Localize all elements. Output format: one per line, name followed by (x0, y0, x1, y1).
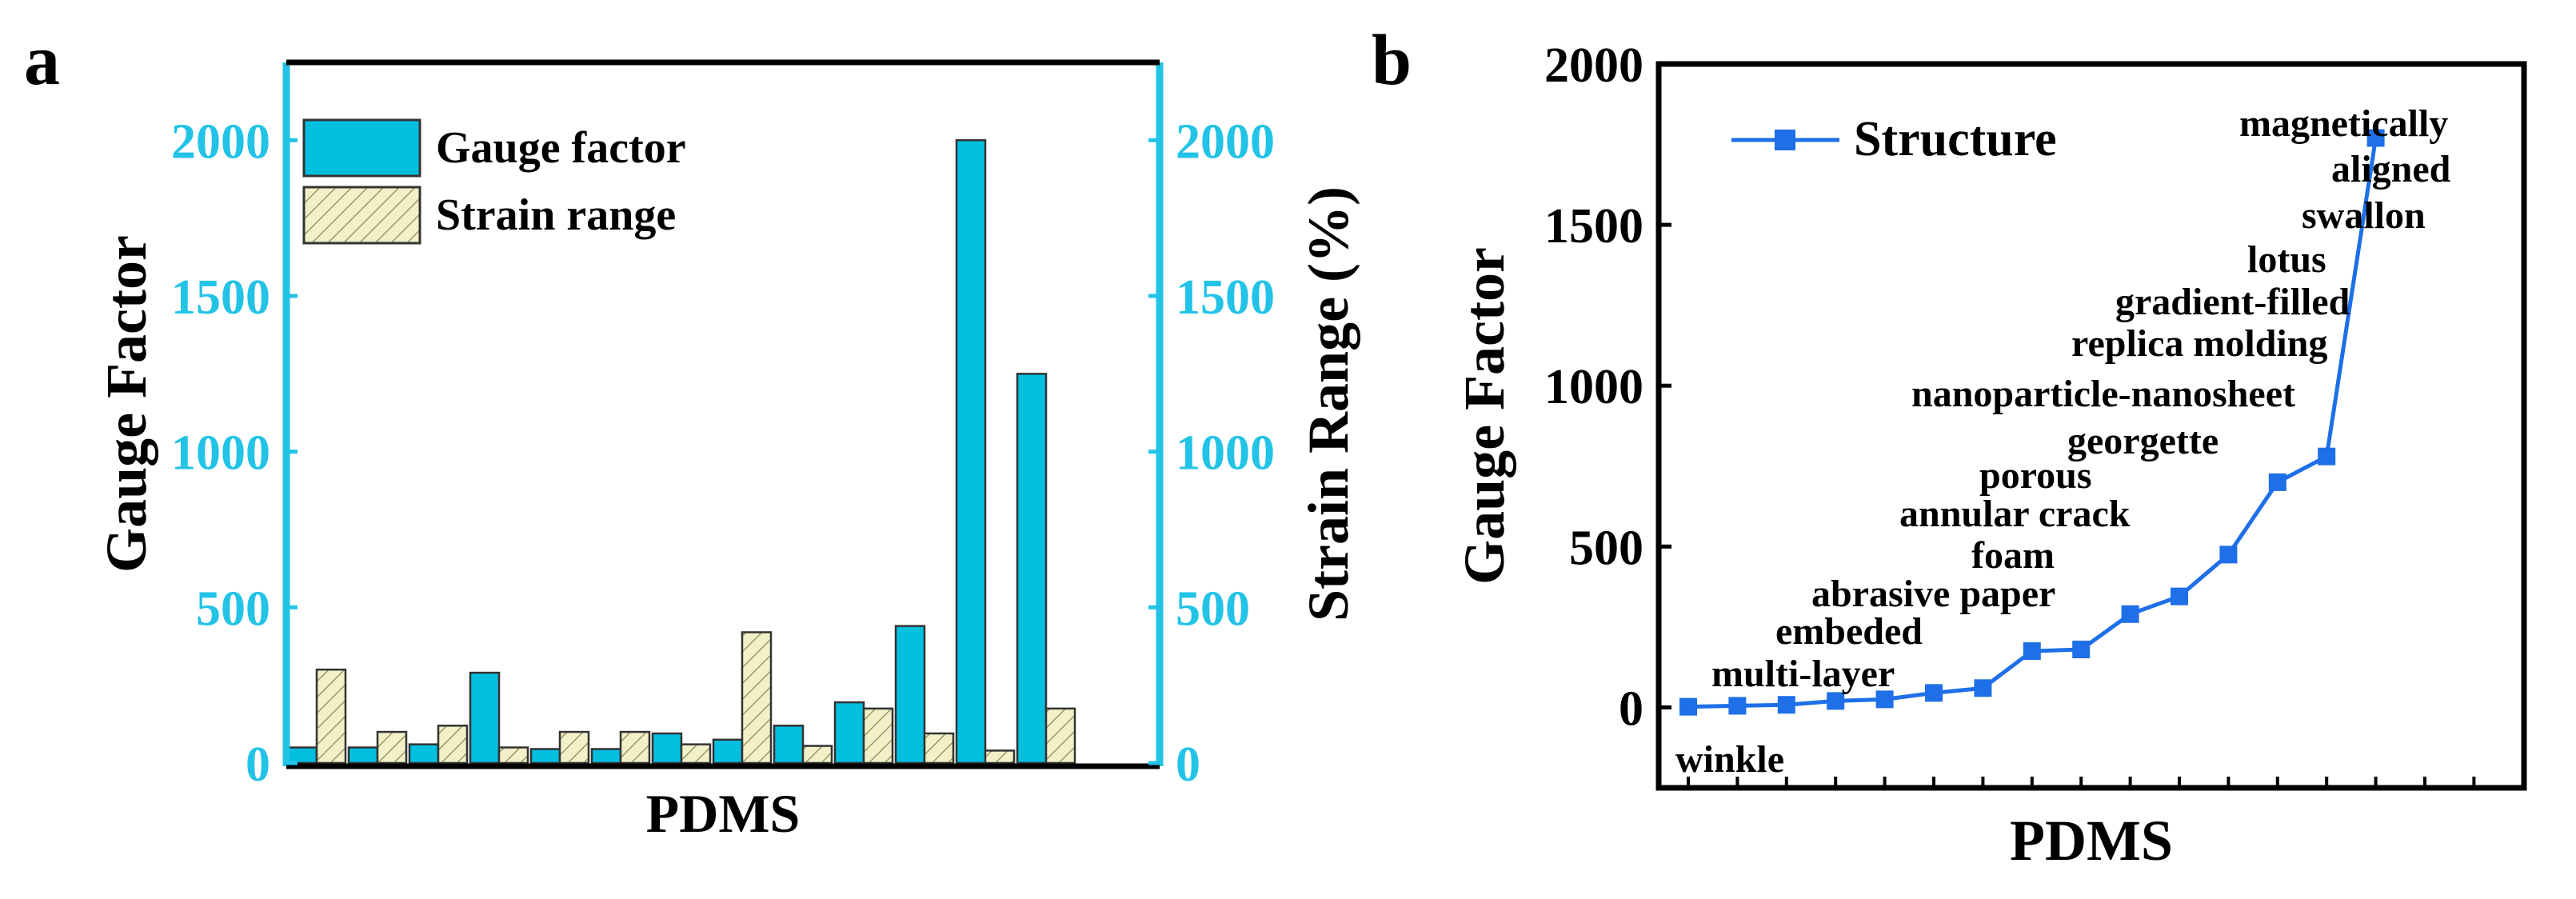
b-tick-label-1500: 1500 (1544, 199, 1643, 254)
structure-point-13 (2268, 473, 2286, 491)
structure-point-8 (2023, 642, 2041, 661)
a-left-tick-label-0: 0 (246, 737, 270, 792)
panel-b-series (1679, 129, 2385, 716)
bar-gauge-factor-1 (286, 746, 318, 765)
bar-gauge-factor-8 (712, 738, 744, 765)
annotation-14: aligned (2331, 148, 2451, 190)
annotation-3: embeded (1775, 610, 1923, 653)
annotation-15: magnetically (2239, 102, 2448, 145)
a-right-tick-label-0: 0 (1176, 737, 1200, 792)
bar-strain-range-3 (437, 725, 469, 765)
structure-point-1 (1679, 697, 1697, 716)
legend-structure-label: Structure (1854, 112, 2057, 166)
panel-b-ylabel: Gauge Factor (1452, 247, 1516, 585)
panel-a-legend: Gauge factor Strain range (302, 118, 686, 245)
bar-strain-range-12 (984, 749, 1016, 765)
annotation-7: porous (1979, 454, 2092, 497)
panel-b-ticks: 0 500 1000 1500 2000 (1544, 38, 2476, 788)
panel-a-axes (282, 59, 1164, 769)
bar-gauge-factor-12 (955, 139, 987, 765)
bar-strain-range-4 (497, 746, 529, 765)
panel-b-xlabel: PDMS (2010, 809, 2173, 873)
bar-strain-range-8 (741, 631, 773, 765)
structure-point-10 (2121, 605, 2139, 623)
bar-gauge-factor-3 (408, 743, 440, 765)
bar-strain-range-10 (862, 707, 894, 765)
annotation-4: abrasive paper (1811, 573, 2055, 615)
annotation-13: swallon (2302, 194, 2426, 237)
bar-strain-range-7 (680, 743, 712, 765)
a-left-tick-label-2000: 2000 (171, 114, 270, 169)
structure-point-15 (2366, 129, 2385, 147)
panel-a-label: a (24, 21, 60, 100)
annotation-2: multi-layer (1711, 653, 1895, 695)
bar-gauge-factor-11 (894, 625, 926, 765)
annotation-5: foam (1971, 534, 2055, 577)
bar-strain-range-11 (923, 732, 955, 765)
legend-strain-range-swatch (302, 186, 421, 245)
panel-b: b 0 500 1000 1500 2000 Structure winkle multi… (1372, 21, 2527, 873)
panel-a: a 0 0 500 500 1000 1000 1500 1500 2000 2000 Gauge… (24, 21, 1360, 844)
a-right-tick-label-500: 500 (1176, 581, 1250, 636)
legend-structure-marker (1775, 130, 1795, 150)
b-tick-label-0: 0 (1619, 681, 1643, 736)
a-left-tick-label-1500: 1500 (171, 270, 270, 325)
bar-gauge-factor-10 (833, 701, 865, 765)
b-tick-label-1000: 1000 (1544, 360, 1643, 414)
bar-strain-range-6 (619, 730, 651, 765)
panel-a-bars (286, 139, 1076, 765)
a-left-tick-label-500: 500 (196, 581, 270, 636)
structure-point-9 (2072, 641, 2091, 659)
structure-point-7 (1974, 679, 1992, 697)
b-tick-label-500: 500 (1569, 521, 1643, 575)
annotation-9: nanoparticle-nanosheet (1911, 373, 2295, 415)
structure-point-5 (1875, 690, 1894, 709)
a-right-tick-label-2000: 2000 (1176, 114, 1275, 169)
panel-a-xlabel: PDMS (646, 783, 801, 844)
structure-point-4 (1827, 692, 1845, 710)
annotation-8: georgette (2067, 420, 2219, 462)
annotation-11: gradient-filled (2115, 281, 2350, 323)
structure-point-12 (2219, 545, 2238, 564)
bar-strain-range-9 (801, 745, 833, 765)
bar-gauge-factor-4 (469, 671, 501, 765)
annotation-1: winkle (1675, 738, 1784, 781)
legend-gauge-factor-swatch (302, 118, 421, 178)
bar-gauge-factor-13 (1016, 373, 1048, 765)
annotation-6: annular crack (1899, 493, 2131, 535)
panel-b-frame (1655, 61, 2527, 791)
bar-strain-range-1 (315, 668, 347, 765)
annotation-12: lotus (2247, 238, 2326, 281)
structure-point-3 (1777, 696, 1795, 714)
panel-b-label: b (1372, 21, 1412, 100)
legend-gauge-factor-label: Gauge factor (436, 123, 686, 173)
bar-gauge-factor-6 (590, 748, 622, 765)
bar-gauge-factor-2 (347, 746, 379, 765)
structure-point-14 (2318, 447, 2336, 465)
panel-a-ticks: 0 0 500 500 1000 1000 1500 1500 2000 2000 (171, 114, 1275, 792)
a-left-tick-label-1000: 1000 (171, 426, 270, 481)
structure-point-2 (1728, 697, 1747, 715)
panel-a-ylabel-left: Gauge Factor (94, 235, 158, 573)
structure-point-6 (1925, 684, 1943, 702)
b-tick-label-2000: 2000 (1544, 38, 1643, 93)
structure-point-11 (2171, 587, 2188, 605)
bar-strain-range-5 (558, 730, 590, 765)
annotation-10: replica molding (2071, 322, 2327, 365)
bar-gauge-factor-9 (773, 725, 805, 765)
bar-gauge-factor-5 (529, 748, 561, 765)
legend-strain-range-label: Strain range (436, 190, 676, 240)
panel-b-legend: Structure (1731, 112, 2057, 166)
bar-gauge-factor-7 (651, 732, 683, 765)
a-right-tick-label-1000: 1000 (1176, 426, 1275, 481)
a-right-tick-label-1500: 1500 (1176, 270, 1275, 325)
panel-a-ylabel-right: Strain Range (%) (1296, 186, 1360, 621)
bar-strain-range-13 (1044, 707, 1076, 765)
bar-strain-range-2 (376, 730, 408, 765)
